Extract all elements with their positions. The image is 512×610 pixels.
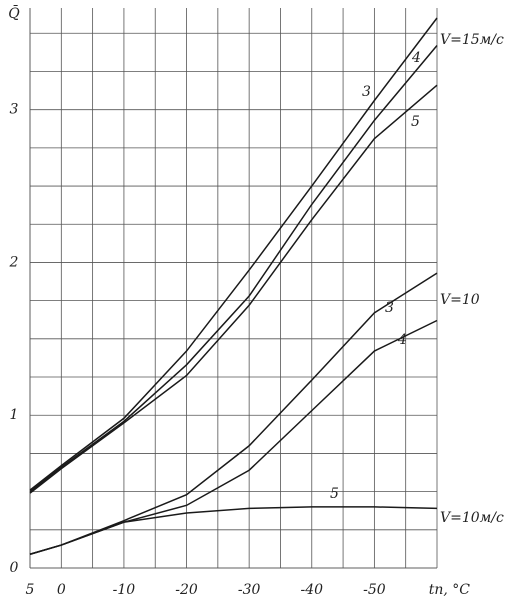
y-tick-label: 0 bbox=[10, 560, 19, 576]
x-tick-label: -50 bbox=[363, 582, 386, 598]
x-tick-label: -20 bbox=[175, 582, 198, 598]
annotation: V=10 bbox=[440, 292, 480, 308]
y-axis-label: Q̄ bbox=[8, 4, 20, 22]
annotation: 4 bbox=[397, 332, 407, 348]
x-tick-label: 5 bbox=[26, 582, 35, 598]
x-tick-label: -10 bbox=[113, 582, 136, 598]
curve bbox=[29, 506, 438, 555]
x-axis-label: tп, °C bbox=[429, 582, 471, 598]
curve bbox=[29, 17, 438, 491]
annotation: 3 bbox=[362, 84, 371, 100]
annotation: 4 bbox=[411, 50, 421, 66]
annotation: 3 bbox=[385, 300, 394, 316]
x-tick-label: -40 bbox=[300, 582, 323, 598]
annotation: V=10м/с bbox=[440, 510, 504, 526]
y-tick-label: 1 bbox=[10, 407, 19, 423]
annotation: 5 bbox=[330, 486, 339, 502]
curve bbox=[29, 319, 438, 555]
annotation: V=15м/с bbox=[440, 32, 504, 48]
y-tick-label: 3 bbox=[10, 102, 19, 118]
curve bbox=[29, 84, 438, 494]
x-tick-label: -30 bbox=[238, 582, 261, 598]
annotation: 5 bbox=[411, 114, 420, 130]
y-tick-label: 2 bbox=[9, 254, 19, 270]
x-tick-label: 0 bbox=[57, 582, 66, 598]
curve bbox=[29, 272, 438, 555]
curve bbox=[29, 45, 438, 493]
